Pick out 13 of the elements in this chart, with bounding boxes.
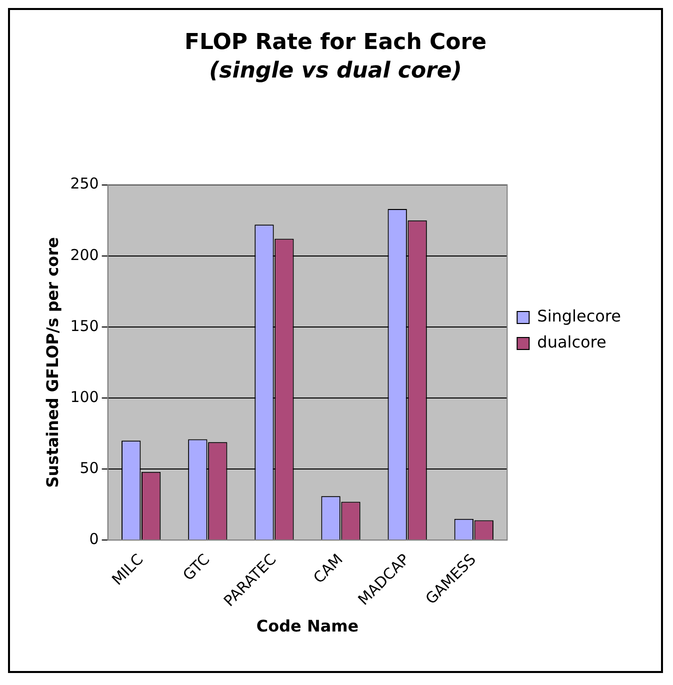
- y-axis-title: Sustained GFLOP/s per core: [42, 237, 62, 488]
- y-tick-label: 0: [89, 530, 99, 548]
- legend-label: Singlecore: [537, 306, 621, 326]
- x-tick-label: GTC: [179, 550, 214, 584]
- y-tick-label: 200: [70, 246, 99, 264]
- chart-subtitle: (single vs dual core): [209, 58, 462, 84]
- chart-title: FLOP Rate for Each Core: [184, 30, 487, 55]
- x-axis-title: Code Name: [256, 616, 359, 636]
- legend-label: dualcore: [537, 332, 606, 352]
- y-tick-label: 50: [80, 458, 99, 477]
- y-tick-label: 250: [70, 174, 99, 193]
- y-tick-label: 100: [70, 388, 99, 406]
- y-tick-label: 150: [70, 316, 99, 335]
